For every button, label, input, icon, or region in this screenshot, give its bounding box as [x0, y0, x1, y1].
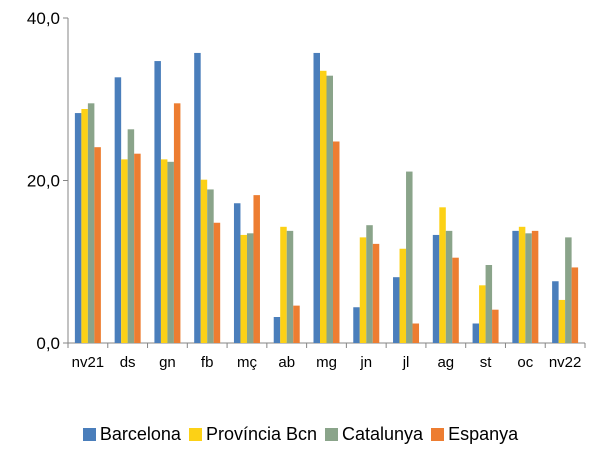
bar-catalunya-mç [246, 233, 254, 343]
bar-espanya-jl [412, 323, 420, 343]
bar-barcelona-jn [353, 307, 360, 343]
bar-espanya-fb [213, 222, 221, 343]
bar-prov-ncia-bcn-ag [439, 207, 446, 343]
bar-prov-ncia-bcn-jl [399, 248, 407, 343]
x-tick-label: jl [402, 354, 410, 371]
bar-espanya-oc [531, 230, 539, 343]
bar-catalunya-jn [366, 225, 373, 343]
legend-label: Barcelona [99, 423, 181, 444]
x-tick-label: mç [237, 354, 257, 371]
legend-item: Catalunya [325, 424, 423, 445]
bar-catalunya-jl [406, 171, 413, 343]
bar-barcelona-ag [432, 234, 440, 343]
bar-barcelona-oc [512, 230, 519, 343]
legend-swatch [325, 427, 338, 441]
legend-swatch [82, 427, 96, 441]
bar-espanya-gn [173, 103, 181, 343]
x-tick-label: ds [120, 354, 136, 371]
legend-label: Catalunya [342, 423, 424, 444]
bar-prov-ncia-bcn-mç [240, 234, 247, 343]
bar-espanya-nv21 [94, 147, 101, 343]
x-tick-label: ab [278, 354, 295, 371]
x-tick-label: oc [517, 354, 533, 371]
bar-espanya-ds [134, 153, 141, 343]
legend-swatch [188, 427, 202, 441]
legend-swatch [431, 427, 445, 441]
bar-prov-ncia-bcn-nv22 [558, 299, 566, 343]
bar-espanya-ab [293, 305, 300, 343]
legend-item: Barcelona [82, 423, 181, 445]
x-tick-label: nv22 [549, 354, 582, 371]
bar-catalunya-oc [525, 233, 532, 343]
x-tick-label: gn [159, 354, 176, 371]
bar-catalunya-nv22 [565, 237, 572, 343]
x-tick-label: fb [201, 354, 214, 371]
bar-espanya-jn [372, 243, 380, 343]
bar-barcelona-ds [114, 77, 122, 343]
bar-barcelona-jl [393, 277, 400, 343]
y-tick-label: 20,0 [27, 172, 60, 191]
bar-espanya-mç [253, 195, 260, 343]
bar-espanya-ag [452, 257, 459, 343]
bar-catalunya-ab [286, 230, 294, 343]
bar-prov-ncia-bcn-mg [320, 70, 327, 343]
legend-item: Província Bcn [188, 423, 317, 445]
bar-prov-ncia-bcn-gn [160, 159, 168, 343]
legend-label: Espanya [448, 423, 519, 444]
y-tick-label: 0,0 [36, 334, 60, 353]
legend-label: Província Bcn [205, 423, 317, 444]
x-tick-label: st [480, 354, 493, 371]
bar-catalunya-gn [167, 161, 174, 343]
bar-barcelona-fb [194, 52, 201, 343]
bar-barcelona-nv22 [552, 281, 559, 343]
x-tick-label: mg [316, 354, 337, 371]
bar-espanya-st [492, 309, 499, 343]
bar-prov-ncia-bcn-oc [518, 226, 526, 343]
legend-item: Espanya [431, 424, 518, 445]
bar-prov-ncia-bcn-ds [121, 159, 128, 343]
y-tick-label: 40,0 [27, 9, 60, 28]
bar-barcelona-ab [273, 317, 281, 343]
x-tick-label: ag [437, 354, 454, 371]
bar-barcelona-st [472, 323, 480, 343]
bar-prov-ncia-bcn-jn [359, 237, 367, 343]
bar-catalunya-ag [445, 230, 453, 343]
bar-catalunya-st [485, 265, 493, 343]
bar-catalunya-mg [326, 75, 333, 343]
bar-prov-ncia-bcn-st [479, 285, 486, 343]
bar-catalunya-nv21 [87, 103, 95, 343]
x-tick-label: nv21 [72, 354, 105, 371]
bar-catalunya-ds [127, 129, 135, 343]
x-tick-label: jn [359, 354, 372, 371]
bar-barcelona-nv21 [74, 113, 82, 343]
bar-prov-ncia-bcn-ab [280, 226, 287, 343]
legend: Barcelona Província Bcn Catalunya Espanya [0, 420, 601, 448]
bar-catalunya-fb [207, 189, 214, 343]
bar-barcelona-gn [154, 61, 161, 343]
bar-espanya-nv22 [571, 267, 579, 343]
bar-barcelona-mç [233, 203, 241, 343]
bar-prov-ncia-bcn-nv21 [81, 109, 88, 343]
bar-barcelona-mg [313, 52, 320, 343]
bar-prov-ncia-bcn-fb [200, 179, 208, 343]
bar-espanya-mg [333, 141, 340, 343]
